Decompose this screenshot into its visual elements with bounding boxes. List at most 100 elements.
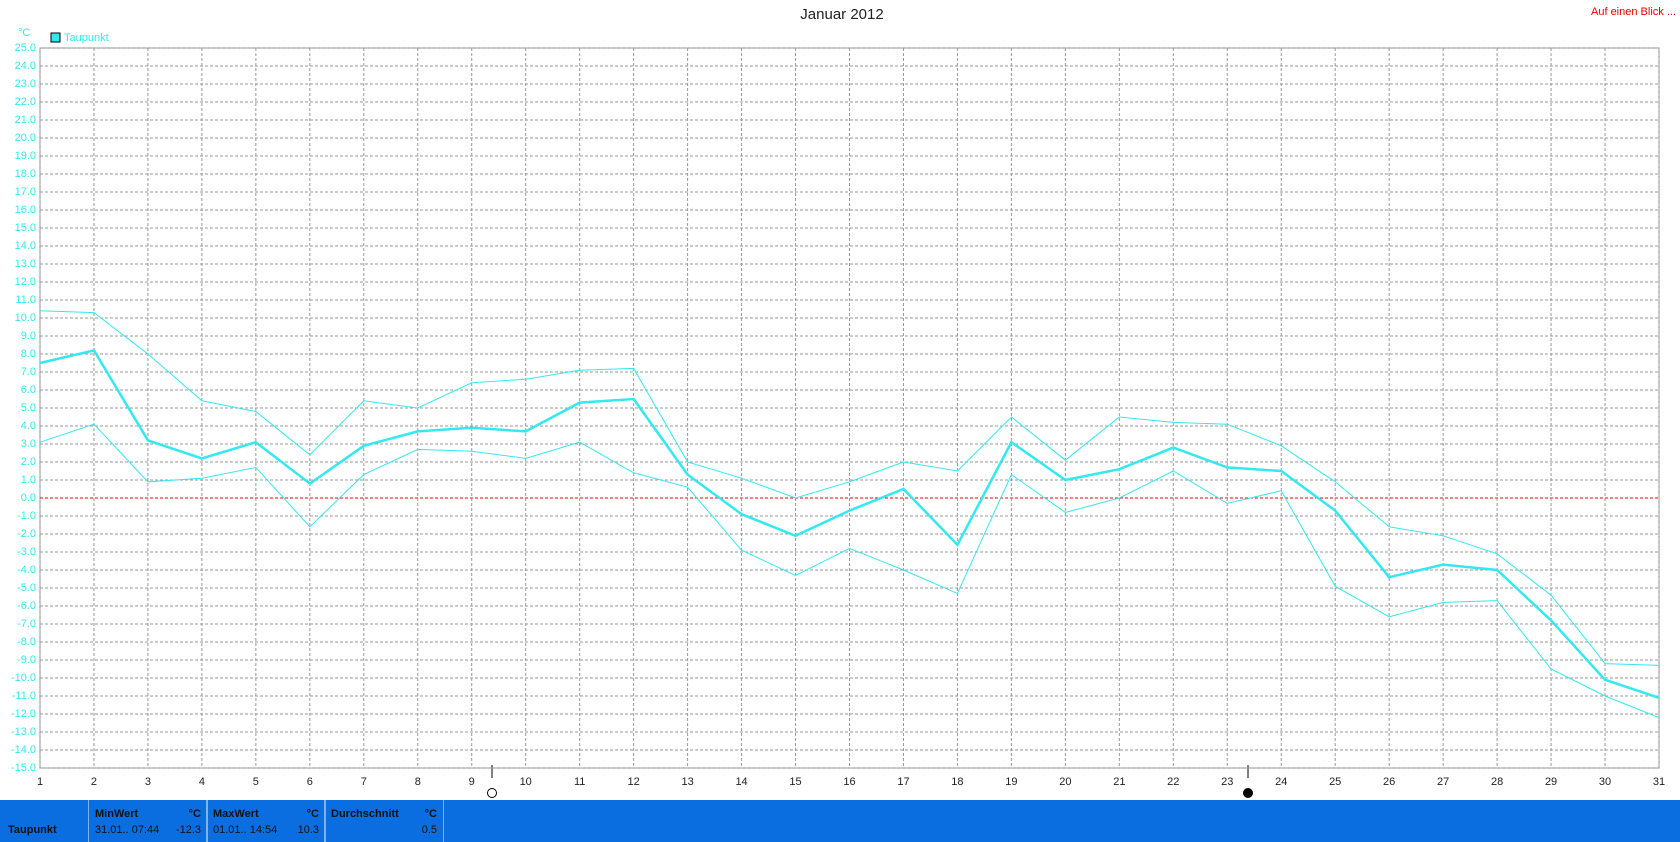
x-tick-label: 21 (1113, 776, 1125, 788)
cell-header: MaxWert (213, 808, 259, 820)
y-tick-label: 25.0 (15, 42, 36, 54)
x-tick-label: 19 (1005, 776, 1017, 788)
y-tick-label: 17.0 (15, 186, 36, 198)
cell-value: 10.3 (297, 824, 319, 836)
x-tick-label: 27 (1437, 776, 1449, 788)
summary-bar: Taupunkt MinWert °C 31.01.. 07:44 -12.3 MaxW… (0, 800, 1680, 842)
y-tick-label: -1.0 (17, 510, 36, 522)
x-tick-label: 14 (735, 776, 747, 788)
cell-value: 0.5 (421, 824, 437, 836)
x-tick-label: 29 (1545, 776, 1557, 788)
y-tick-label: 13.0 (15, 258, 36, 270)
y-tick-label: 18.0 (15, 168, 36, 180)
cell-unit: °C (306, 808, 319, 820)
y-tick-label: -6.0 (17, 600, 36, 612)
y-tick-label: -7.0 (17, 618, 36, 630)
x-tick-label: 20 (1059, 776, 1071, 788)
cell-unit: °C (424, 808, 437, 820)
y-tick-label: -11.0 (12, 690, 36, 702)
y-tick-label: 1.0 (21, 474, 36, 486)
cell-header: MinWert (95, 808, 139, 820)
y-tick-label: 8.0 (21, 348, 36, 360)
y-tick-label: -13.0 (11, 726, 36, 738)
cell-header: Durchschnitt (331, 808, 399, 820)
overview-link[interactable]: Auf einen Blick ... (1591, 6, 1676, 18)
cell-time: 31.01.. 07:44 (95, 824, 160, 836)
x-tick-label: 12 (628, 776, 640, 788)
x-tick-label: 31 (1653, 776, 1665, 788)
y-tick-label: 10.0 (15, 312, 36, 324)
summary-cell: MaxWert °C 01.01.. 14:54 10.3 (206, 800, 326, 842)
moon-markers (487, 765, 1253, 798)
cell-unit: °C (188, 808, 201, 820)
chart: Januar 2012 Auf einen Blick ... °C -15.0… (11, 6, 1676, 798)
y-unit: °C (18, 27, 30, 39)
y-tick-label: 4.0 (21, 420, 36, 432)
legend-swatch (50, 32, 61, 43)
x-tick-label: 16 (843, 776, 855, 788)
x-tick-label: 15 (789, 776, 801, 788)
cell-value: -12.3 (175, 824, 201, 836)
x-tick-label: 9 (469, 776, 475, 788)
x-tick-label: 28 (1491, 776, 1503, 788)
y-tick-label: 9.0 (21, 330, 36, 342)
y-tick-label: 23.0 (15, 78, 36, 90)
y-tick-label: -4.0 (17, 564, 36, 576)
legend-label: Taupunkt (64, 32, 109, 44)
x-tick-label: 2 (91, 776, 97, 788)
x-tick-label: 26 (1383, 776, 1395, 788)
x-tick-label: 25 (1329, 776, 1341, 788)
x-tick-label: 23 (1221, 776, 1233, 788)
y-tick-label: 15.0 (15, 222, 36, 234)
y-tick-label: -3.0 (17, 546, 36, 558)
x-tick-label: 13 (681, 776, 693, 788)
x-tick-label: 3 (145, 776, 151, 788)
x-tick-label: 18 (951, 776, 963, 788)
y-tick-label: -14.0 (11, 744, 36, 756)
y-tick-label: -15.0 (11, 762, 36, 774)
y-tick-label: -5.0 (17, 582, 36, 594)
y-tick-label: 3.0 (21, 438, 36, 450)
data-line (39, 348, 1660, 699)
y-tick-label: -10.0 (11, 672, 36, 684)
y-tick-label: -9.0 (17, 654, 36, 666)
y-tick-label: 19.0 (15, 150, 36, 162)
y-tick-label: 11.0 (15, 294, 36, 306)
y-tick-label: 14.0 (15, 240, 36, 252)
y-tick-label: -8.0 (17, 636, 36, 648)
y-tick-label: 7.0 (21, 366, 36, 378)
x-tick-label: 22 (1167, 776, 1179, 788)
y-tick-label: -12.0 (11, 708, 36, 720)
moon-icon (1243, 788, 1253, 798)
y-tick-label: 2.0 (21, 456, 36, 468)
x-tick-label: 11 (574, 776, 585, 788)
y-tick-label: 6.0 (21, 384, 36, 396)
row-label: Taupunkt (8, 824, 57, 836)
x-tick-label: 30 (1599, 776, 1611, 788)
y-tick-label: 24.0 (15, 60, 36, 72)
y-tick-label: 12.0 (15, 276, 36, 288)
data-line (39, 423, 1660, 719)
moon-icon (487, 788, 497, 798)
y-tick-label: 22.0 (15, 96, 36, 108)
x-tick-label: 8 (415, 776, 421, 788)
summary-cell: MinWert °C 31.01.. 07:44 -12.3 (88, 800, 208, 842)
y-tick-label: 0.0 (21, 492, 36, 504)
summary-cell: Durchschnitt °C 0.5 (324, 800, 444, 842)
x-tick-label: 10 (520, 776, 532, 788)
cell-time: 01.01.. 14:54 (213, 824, 278, 836)
x-tick-label: 7 (361, 776, 367, 788)
data-line (39, 310, 1660, 666)
y-tick-label: 20.0 (15, 132, 36, 144)
x-tick-label: 17 (897, 776, 909, 788)
chart-title: Januar 2012 (800, 6, 883, 23)
x-tick-label: 24 (1275, 776, 1287, 788)
y-tick-label: -2.0 (17, 528, 36, 540)
x-tick-label: 5 (253, 776, 259, 788)
y-tick-label: 21.0 (15, 114, 36, 126)
x-tick-label: 6 (307, 776, 313, 788)
y-tick-label: 5.0 (21, 402, 36, 414)
x-tick-label: 4 (199, 776, 205, 788)
x-tick-label: 1 (37, 776, 43, 788)
